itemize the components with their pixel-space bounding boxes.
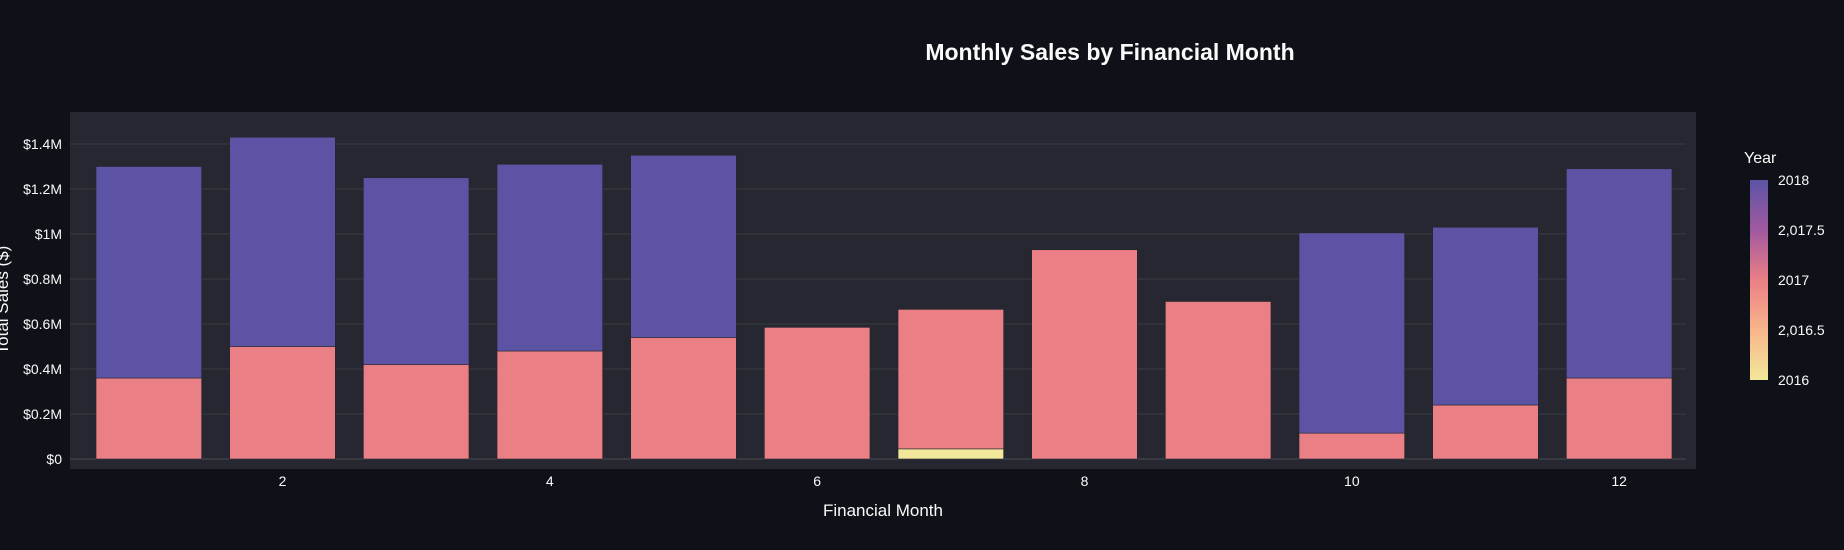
colorbar-tick-label: 2016: [1778, 372, 1809, 388]
bar-2018-month-4[interactable]: [496, 163, 603, 352]
bar-2018-month-5[interactable]: [630, 154, 737, 338]
bar-2017-month-9[interactable]: [1165, 301, 1272, 460]
x-tick-label: 2: [279, 473, 287, 489]
bar-2017-month-6[interactable]: [764, 327, 871, 460]
plot-area: [70, 112, 1696, 469]
bar-2017-month-8[interactable]: [1031, 249, 1138, 460]
bar-2018-month-2[interactable]: [229, 136, 336, 347]
colorbar-legend: Year 2018 2,017.5 2017 2,016.5 2016: [1744, 150, 1825, 388]
bars[interactable]: [95, 136, 1673, 460]
bar-2018-month-11[interactable]: [1432, 226, 1539, 406]
y-axis-ticks: $0 $0.2M $0.4M $0.6M $0.8M $1M $1.2M $1.4M: [23, 136, 62, 467]
bar-2017-month-1[interactable]: [95, 377, 202, 460]
y-tick-label: $0: [46, 451, 62, 467]
chart-title: Monthly Sales by Financial Month: [925, 39, 1294, 65]
bar-2016-month-7[interactable]: [897, 448, 1004, 460]
y-tick-label: $0.8M: [23, 271, 62, 287]
x-tick-label: 10: [1344, 473, 1360, 489]
colorbar-tick-label: 2,016.5: [1778, 322, 1825, 338]
bar-2017-month-11[interactable]: [1432, 404, 1539, 460]
colorbar-tick-label: 2,017.5: [1778, 222, 1825, 238]
colorbar-ticks: 2018 2,017.5 2017 2,016.5 2016: [1778, 172, 1825, 388]
x-tick-label: 4: [546, 473, 554, 489]
colorbar-tick-label: 2018: [1778, 172, 1809, 188]
y-tick-label: $1.4M: [23, 136, 62, 152]
bar-2017-month-2[interactable]: [229, 346, 336, 460]
bar-2018-month-10[interactable]: [1298, 232, 1405, 434]
x-tick-label: 12: [1611, 473, 1627, 489]
grid-lines: [70, 143, 1686, 460]
bar-2018-month-3[interactable]: [363, 177, 470, 365]
y-tick-label: $1M: [35, 226, 62, 242]
y-tick-label: $0.6M: [23, 316, 62, 332]
bar-2018-month-1[interactable]: [95, 166, 202, 379]
y-tick-label: $0.4M: [23, 361, 62, 377]
bar-2017-month-10[interactable]: [1298, 432, 1405, 460]
colorbar-tick-label: 2017: [1778, 272, 1809, 288]
bar-2017-month-4[interactable]: [496, 350, 603, 460]
colorbar-gradient: [1750, 180, 1768, 380]
y-tick-label: $0.2M: [23, 406, 62, 422]
x-axis-ticks: 2 4 6 8 10 12: [279, 473, 1628, 489]
bar-2018-month-12[interactable]: [1566, 168, 1673, 379]
y-axis-label: Total Sales ($): [0, 246, 12, 355]
bar-2017-month-7[interactable]: [897, 309, 1004, 450]
bar-2017-month-3[interactable]: [363, 364, 470, 460]
x-axis-label: Financial Month: [823, 501, 943, 520]
colorbar-title: Year: [1744, 150, 1777, 167]
y-tick-label: $1.2M: [23, 181, 62, 197]
bar-2017-month-5[interactable]: [630, 337, 737, 460]
x-tick-label: 6: [813, 473, 821, 489]
x-tick-label: 8: [1081, 473, 1089, 489]
bar-2017-month-12[interactable]: [1566, 377, 1673, 460]
